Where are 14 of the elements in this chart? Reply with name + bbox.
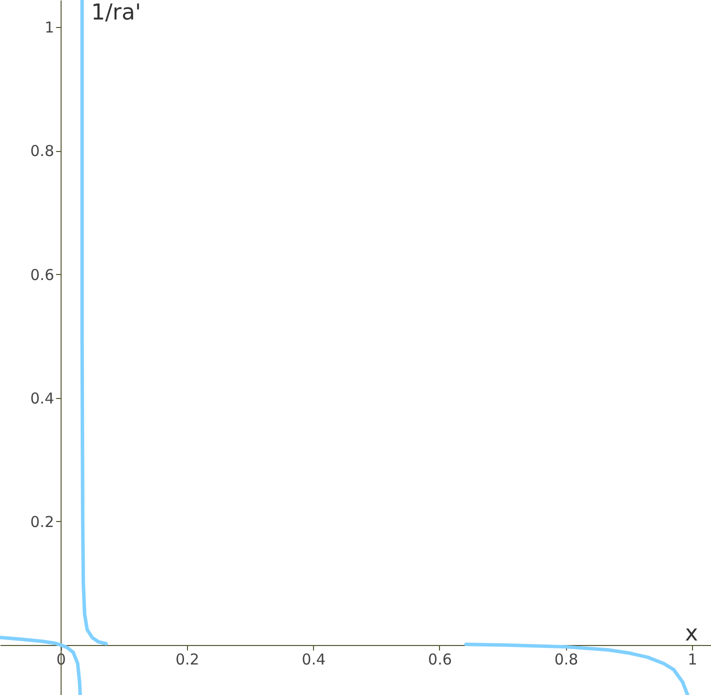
y-axis-title: 1/ra': [91, 0, 142, 26]
x-tick-label: 0.2: [175, 650, 200, 668]
y-tick-label: 0.6: [30, 266, 54, 284]
y-tick-label: 0.4: [30, 389, 54, 408]
x-tick-label: 0.4: [302, 650, 326, 668]
y-tick-label: 1: [44, 18, 54, 37]
x-axis-title: x: [684, 621, 698, 646]
y-tick-label: 0.2: [30, 512, 54, 531]
line-series: [0, 636, 82, 695]
line-series: [464, 642, 690, 695]
x-tick-label: 0.8: [554, 650, 578, 668]
x-tick-label: 1: [688, 650, 698, 668]
x-tick-label: 0.6: [428, 650, 452, 668]
y-tick-label: 0.8: [30, 142, 54, 160]
